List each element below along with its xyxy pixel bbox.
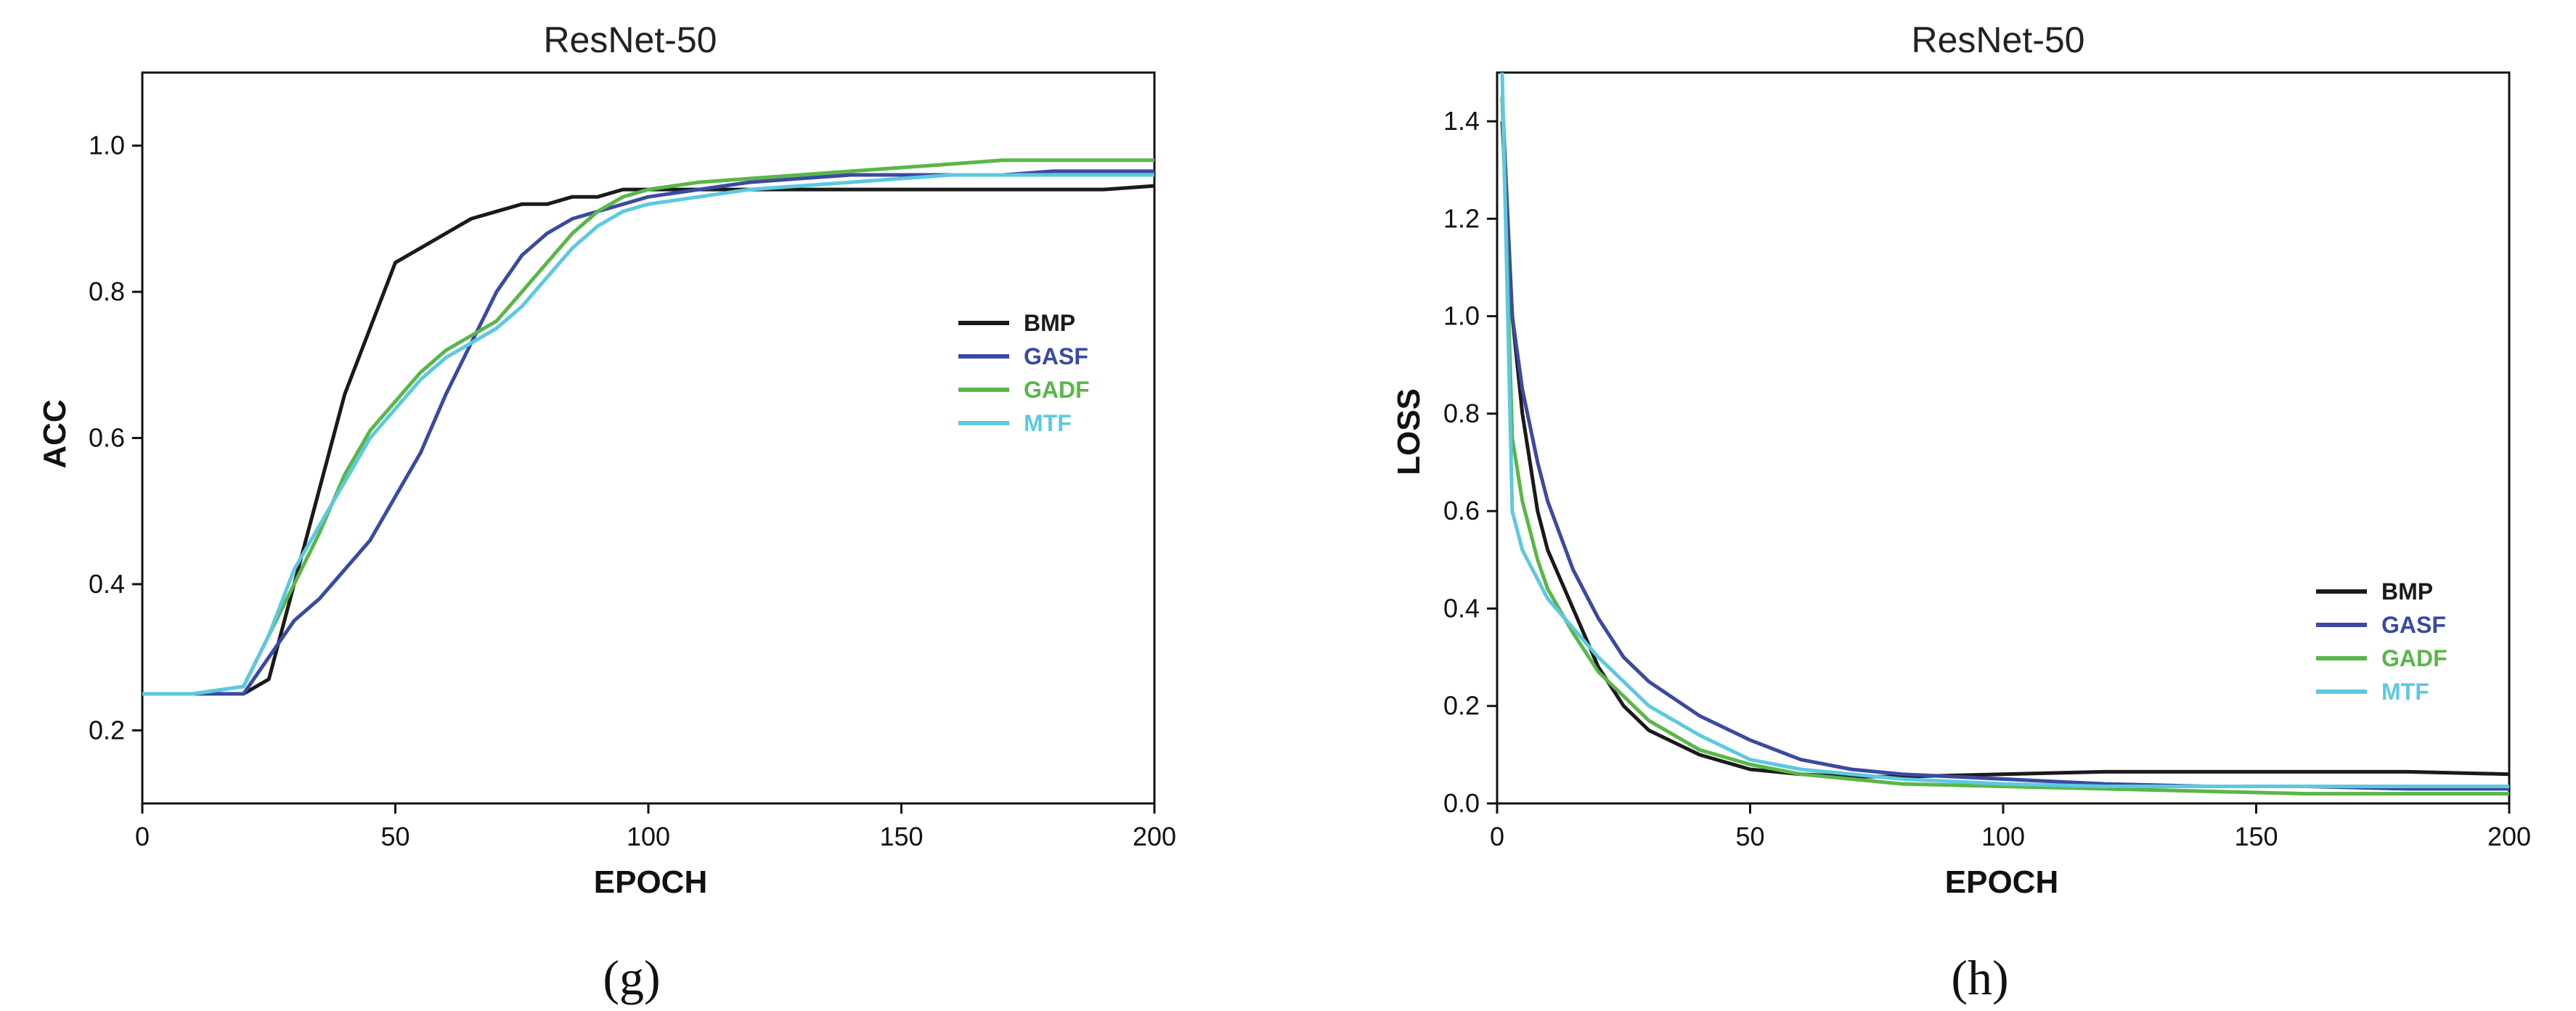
legend-label-gadf: GADF — [1024, 377, 1090, 403]
x-tick-label: 0 — [135, 822, 150, 851]
series-lines — [142, 158, 1155, 696]
x-tick-label: 50 — [380, 822, 409, 851]
x-tick-label: 100 — [627, 822, 670, 851]
y-tick-label: 0.4 — [1443, 593, 1480, 623]
legend-label-mtf: MTF — [2381, 679, 2429, 705]
legend-label-gadf: GADF — [2381, 645, 2447, 671]
y-tick-label: 0.8 — [1443, 398, 1480, 428]
panel-caption: (g) — [603, 950, 660, 1005]
panel-caption: (h) — [1951, 950, 2008, 1005]
series-line-gasf — [142, 169, 1154, 696]
series-line-gasf — [1500, 97, 2509, 791]
y-tick-label: 0.2 — [89, 715, 125, 745]
legend-label-gasf: GASF — [1024, 343, 1088, 369]
series-line-bmp — [142, 184, 1155, 696]
y-tick-label: 1.4 — [1443, 106, 1480, 136]
axis-ticks: 0 50 100 150 200 0.0 0.2 0.4 0.6 0.8 1.0 1.2 1.4 — [1443, 106, 2531, 851]
axis-ticks: 0 50 100 150 200 0.2 0.4 0.6 0.8 1.0 — [89, 131, 1176, 851]
plot-frame — [141, 71, 1156, 805]
x-axis-label: EPOCH — [594, 864, 707, 900]
x-tick-label: 100 — [1981, 822, 2025, 851]
y-tick-label: 0.6 — [1443, 496, 1480, 525]
chart-title: ResNet-50 — [1912, 20, 2085, 60]
chart-title: ResNet-50 — [544, 20, 717, 60]
y-tick-label: 1.0 — [89, 131, 125, 160]
chart-acc: ResNet-50 ACC EPOCH (g) 0 50 100 150 2000.20… — [37, 20, 1176, 1005]
x-tick-label: 200 — [2487, 822, 2531, 851]
x-tick-label: 50 — [1735, 822, 1764, 851]
legend-label-mtf: MTF — [1024, 410, 1072, 436]
legend-label-bmp: BMP — [2381, 578, 2433, 605]
x-tick-label: 0 — [1490, 822, 1504, 851]
series-lines — [1500, 72, 2510, 796]
x-tick-label: 150 — [879, 822, 923, 851]
y-tick-label: 0.8 — [89, 277, 125, 306]
y-axis-label: LOSS — [1391, 388, 1427, 475]
chart-loss: ResNet-50 LOSS EPOCH (h) 0 50 100 150 200 0.0… — [1391, 20, 2531, 1005]
series-line-gadf — [142, 158, 1154, 696]
y-tick-label: 0.0 — [1443, 788, 1480, 818]
series-line-gadf — [1500, 97, 2509, 796]
y-axis-label: ACC — [37, 399, 73, 468]
series-line-mtf — [142, 173, 1154, 696]
legend-label-gasf: GASF — [2381, 612, 2446, 638]
x-tick-label: 150 — [2234, 822, 2278, 851]
y-tick-label: 1.2 — [1443, 203, 1480, 233]
legend: BMP GASF GADF MTF — [958, 310, 1090, 436]
legend-label-bmp: BMP — [1024, 310, 1075, 336]
legend: BMP GASF GADF MTF — [2316, 578, 2447, 705]
series-line-bmp — [1500, 120, 2510, 779]
y-tick-label: 0.4 — [89, 569, 125, 599]
y-tick-label: 0.6 — [89, 423, 125, 453]
x-tick-label: 200 — [1133, 822, 1176, 851]
y-tick-label: 0.2 — [1443, 691, 1480, 721]
series-line-mtf — [1500, 72, 2509, 788]
y-tick-label: 1.0 — [1443, 301, 1480, 331]
x-axis-label: EPOCH — [1945, 864, 2058, 900]
